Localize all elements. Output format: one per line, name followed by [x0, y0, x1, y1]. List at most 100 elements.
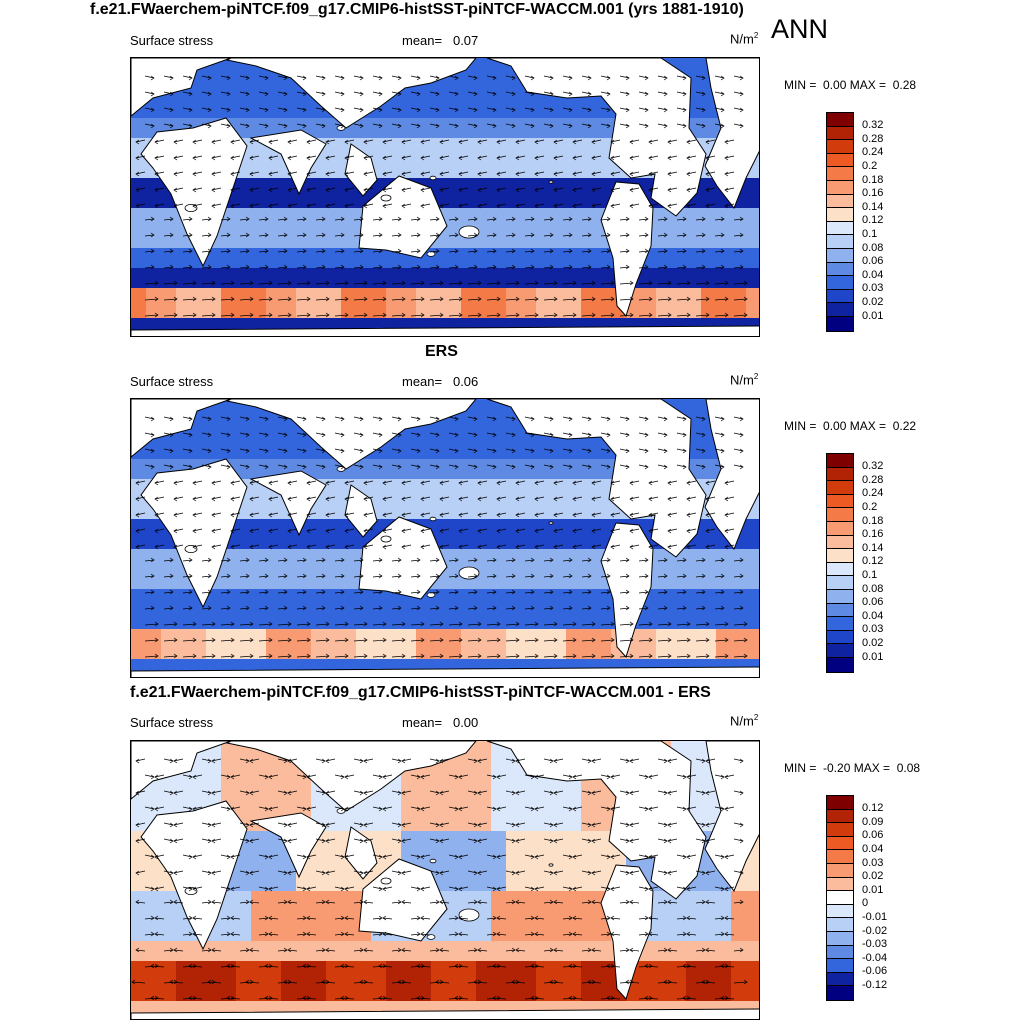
colorbar-swatch — [827, 303, 853, 317]
colorbar-tick-label: 0.02 — [862, 295, 884, 308]
colorbar-swatch — [827, 153, 853, 168]
colorbar-swatch — [827, 617, 853, 631]
colorbar-tick-label: -0.01 — [862, 910, 888, 923]
colorbar-tick-label: 0.16 — [862, 528, 884, 541]
colorbar-swatch — [827, 850, 853, 864]
colorbar-tick-label: 0.1 — [862, 568, 878, 581]
colorbar-tick-label: 0.08 — [862, 241, 884, 254]
colorbar-swatch — [827, 235, 853, 249]
season-label: ANN — [771, 14, 829, 44]
colorbar-swatch — [827, 836, 853, 851]
colorbar-tick-label: 0.03 — [862, 623, 884, 636]
colorbar-tick-label: 0.03 — [862, 282, 884, 295]
colorbar-tick-label: 0.04 — [862, 609, 884, 622]
panel1-variable-label: Surface stress — [130, 33, 214, 48]
colorbar-swatch — [827, 508, 853, 522]
panel3-minmax: MIN = -0.20 MAX = 0.08 — [784, 761, 921, 775]
colorbar-swatch — [827, 562, 853, 577]
panel2-mean: mean= 0.06 — [402, 374, 479, 389]
colorbar-swatch — [827, 262, 853, 277]
colorbar-tick-label: 0.12 — [862, 802, 884, 815]
panel3-title: f.e21.FWaerchem-piNTCF.f09_g17.CMIP6-his… — [130, 684, 711, 701]
colorbar-swatch — [827, 891, 853, 905]
panel3-colorbar: 0.12 0.09 0.06 0.04 0.03 0.02 0.01 0 -0.01 -0.02-… — [826, 795, 887, 1001]
land-masses — [131, 741, 759, 1019]
colorbar-swatch — [827, 918, 853, 932]
colorbar-tick-label: 0.02 — [862, 636, 884, 649]
colorbar-swatch — [827, 535, 853, 550]
colorbar-tick-label: 0.24 — [862, 146, 884, 159]
colorbar-swatch — [827, 208, 853, 222]
land-masses — [131, 399, 759, 677]
colorbar-swatch — [827, 796, 853, 810]
main-title: f.e21.FWaerchem-piNTCF.f09_g17.CMIP6-his… — [90, 1, 744, 18]
colorbar-tick-label: -0.04 — [862, 951, 888, 964]
stress-vectors — [131, 758, 748, 1001]
panel2-colorbar: 0.32 0.28 0.24 0.2 0.18 0.16 0.14 0.12 0.1 0.08 0.… — [826, 453, 883, 673]
colorbar-tick-label: 0 — [862, 897, 869, 910]
panel2-units: N/m2 — [730, 372, 759, 388]
colorbar-swatch — [827, 289, 853, 304]
colorbar-tick-label: -0.06 — [862, 965, 888, 978]
colorbar-tick-label: 0.14 — [862, 541, 884, 554]
colorbar-tick-label: 0.06 — [862, 596, 884, 609]
panel2-title: ERS — [425, 343, 458, 360]
colorbar-boxes — [826, 795, 854, 1001]
colorbar-swatch — [827, 248, 853, 263]
colorbar-tick-label: -0.03 — [862, 938, 888, 951]
colorbar-swatch — [827, 657, 853, 672]
colorbar-swatch — [827, 823, 853, 837]
colorbar-swatch — [827, 467, 853, 482]
panel3-units: N/m2 — [730, 713, 759, 729]
panel3-mean: mean= 0.00 — [402, 715, 479, 730]
panel1-units: N/m2 — [730, 31, 759, 47]
colorbar-swatch — [827, 931, 853, 946]
colorbar-tick-label: -0.02 — [862, 924, 888, 937]
colorbar-swatch — [827, 221, 853, 236]
colorbar-tick-label: 0.01 — [862, 883, 884, 896]
colorbar-tick-label: 0.09 — [862, 815, 884, 828]
panel3-variable-label: Surface stress — [130, 715, 214, 730]
colorbar-tick-label: 0.1 — [862, 227, 878, 240]
colorbar-tick-label: 0.06 — [862, 829, 884, 842]
stress-vectors — [135, 75, 748, 318]
panel2-minmax: MIN = 0.00 MAX = 0.22 — [784, 419, 917, 433]
colorbar-swatch — [827, 972, 853, 987]
colorbar-swatch — [827, 113, 853, 127]
colorbar-tick-label: 0.16 — [862, 187, 884, 200]
colorbar-tick-label: 0.03 — [862, 856, 884, 869]
panel1-mean: mean= 0.07 — [402, 33, 479, 48]
colorbar-boxes — [826, 453, 854, 673]
colorbar-swatch — [827, 316, 853, 331]
colorbar-tick-label: 0.14 — [862, 200, 884, 213]
colorbar-swatch — [827, 589, 853, 604]
colorbar-swatch — [827, 167, 853, 181]
colorbar-tick-label: 0.18 — [862, 173, 884, 186]
colorbar-swatch — [827, 904, 853, 919]
panel1-minmax: MIN = 0.00 MAX = 0.28 — [784, 78, 917, 92]
colorbar-swatch — [827, 603, 853, 618]
colorbar-swatch — [827, 863, 853, 878]
colorbar-swatch — [827, 454, 853, 468]
colorbar-swatch — [827, 194, 853, 209]
colorbar-tick-label: 0.02 — [862, 870, 884, 883]
colorbar-tick-label: -0.12 — [862, 978, 888, 991]
colorbar-swatch — [827, 481, 853, 495]
panel1-colorbar: 0.32 0.28 0.24 0.2 0.18 0.16 0.14 0.12 0.1 0.08 0.… — [826, 112, 883, 332]
colorbar-boxes — [826, 112, 854, 332]
colorbar-swatch — [827, 630, 853, 645]
colorbar-swatch — [827, 549, 853, 563]
colorbar-swatch — [827, 945, 853, 960]
colorbar-tick-label: 0.2 — [862, 159, 878, 172]
colorbar-swatch — [827, 140, 853, 154]
colorbar-swatch — [827, 276, 853, 290]
colorbar-swatch — [827, 877, 853, 892]
land-masses — [131, 58, 759, 336]
panel2-map — [130, 398, 760, 678]
colorbar-swatch — [827, 959, 853, 973]
colorbar-tick-label: 0.01 — [862, 650, 884, 663]
colorbar-tick-label: 0.01 — [862, 309, 884, 322]
colorbar-swatch — [827, 809, 853, 824]
colorbar-tick-label: 0.12 — [862, 214, 884, 227]
colorbar-swatch — [827, 180, 853, 195]
